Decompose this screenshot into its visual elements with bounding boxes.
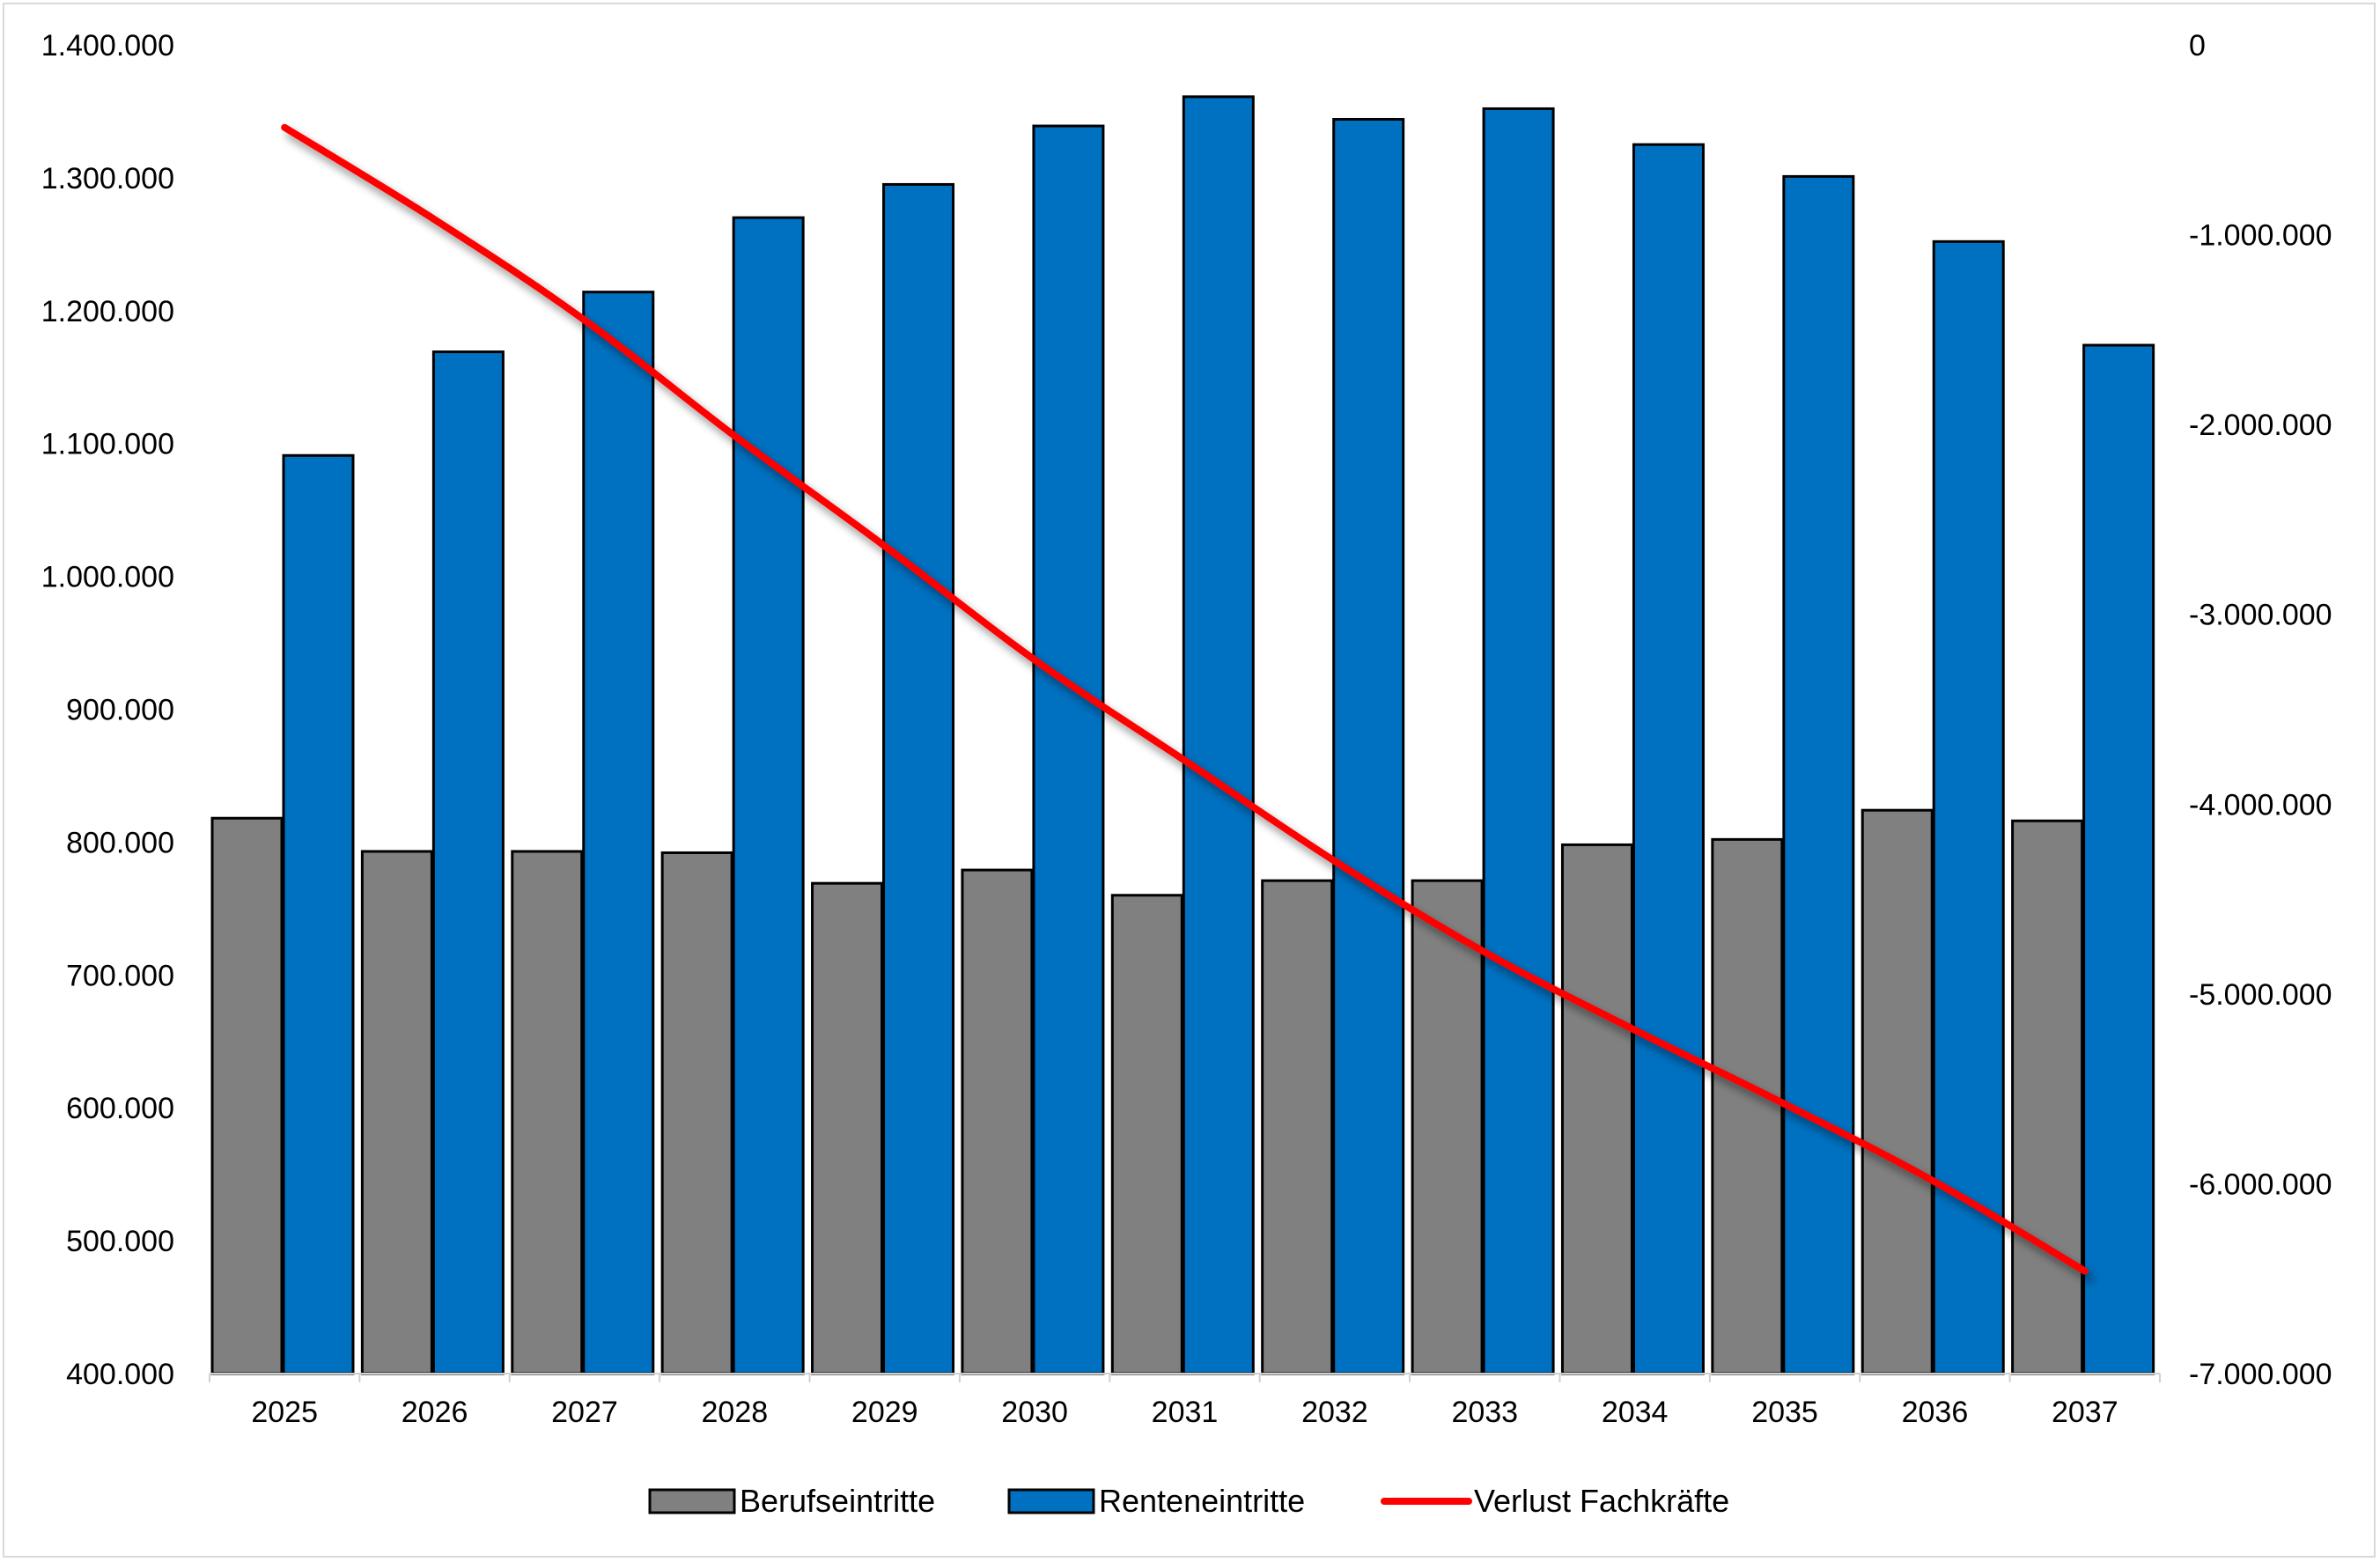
legend-label-berufseintritte: Berufseintritte (740, 1483, 935, 1519)
y-left-tick-label: 1.100.000 (41, 428, 174, 461)
x-tick-label-2034: 2034 (1602, 1396, 1669, 1429)
y-right-tick-label: -1.000.000 (2189, 219, 2332, 253)
bar-berufseintritte-2033 (1411, 879, 1484, 1375)
bar-berufseintritte-2037 (2011, 819, 2084, 1375)
bar-renteneintritte-2025 (282, 453, 355, 1375)
y-left-tick-label: 800.000 (66, 826, 174, 859)
line-verlust-fachkraefte (281, 123, 2089, 1275)
x-tick-label-2036: 2036 (1902, 1396, 1969, 1429)
y-left-tick-label: 1.000.000 (41, 561, 174, 594)
y-right-tick-label: -4.000.000 (2189, 788, 2332, 822)
y-left-tick-label: 600.000 (66, 1092, 174, 1125)
y-left-tick-label: 1.200.000 (41, 295, 174, 328)
x-tick-label-2028: 2028 (702, 1396, 769, 1429)
legend: Berufseintritte Renteneintritte Verlust Fa… (648, 1483, 1729, 1519)
legend-label-verlust-fachkr-fte: Verlust Fachkräfte (1474, 1483, 1729, 1519)
x-tick-label-2025: 2025 (251, 1396, 318, 1429)
legend-label-renteneintritte: Renteneintritte (1099, 1483, 1305, 1519)
x-tick-label-2031: 2031 (1152, 1396, 1219, 1429)
y-right-tick-label: -5.000.000 (2189, 978, 2332, 1012)
bar-renteneintritte-2037 (2082, 343, 2155, 1375)
x-tick-label-2030: 2030 (1001, 1396, 1068, 1429)
line-group (281, 123, 2089, 1275)
bars-group (210, 95, 2155, 1375)
bar-renteneintritte-2032 (1332, 118, 1405, 1375)
bar-renteneintritte-2034 (1632, 143, 1705, 1375)
bar-berufseintritte-2028 (660, 851, 733, 1375)
y-left-tick-label: 400.000 (66, 1358, 174, 1391)
bar-renteneintritte-2027 (582, 291, 655, 1375)
bar-berufseintritte-2030 (961, 868, 1034, 1375)
x-tick-label-2027: 2027 (551, 1396, 618, 1429)
y-left-tick-label: 500.000 (66, 1225, 174, 1258)
y-left-tick-label: 700.000 (66, 959, 174, 992)
bar-renteneintritte-2030 (1032, 124, 1105, 1375)
bar-berufseintritte-2027 (511, 850, 584, 1375)
y-left-tick-label: 1.400.000 (41, 29, 174, 63)
bar-renteneintritte-2028 (732, 216, 805, 1375)
bar-renteneintritte-2035 (1782, 174, 1855, 1375)
bar-berufseintritte-2031 (1110, 894, 1183, 1375)
bar-berufseintritte-2034 (1560, 843, 1633, 1375)
x-tick-label-2035: 2035 (1751, 1396, 1818, 1429)
axes-group: 2025 2026 2027 2028 2029 2030 2031 2032 2033 2034… (41, 29, 2332, 1429)
legend-swatch-renteneintritte (1007, 1488, 1095, 1514)
bar-renteneintritte-2026 (431, 350, 505, 1375)
bar-berufseintritte-2035 (1711, 837, 1784, 1375)
bar-berufseintritte-2029 (811, 881, 884, 1375)
y-right-tick-label: -6.000.000 (2189, 1168, 2332, 1201)
bar-renteneintritte-2029 (882, 182, 955, 1375)
y-left-tick-label: 1.300.000 (41, 162, 174, 195)
bar-renteneintritte-2031 (1182, 95, 1255, 1375)
bar-berufseintritte-2026 (360, 850, 433, 1375)
x-tick-label-2037: 2037 (2052, 1396, 2118, 1429)
y-right-tick-label: -3.000.000 (2189, 599, 2332, 632)
legend-swatch-berufseintritte (648, 1488, 736, 1514)
bar-berufseintritte-2032 (1261, 879, 1334, 1375)
y-left-tick-label: 900.000 (66, 694, 174, 727)
x-tick-label-2026: 2026 (402, 1396, 468, 1429)
bar-berufseintritte-2036 (1861, 808, 1934, 1375)
bar-renteneintritte-2033 (1482, 107, 1555, 1375)
bar-berufseintritte-2025 (210, 816, 284, 1375)
x-tick-label-2029: 2029 (851, 1396, 918, 1429)
y-right-tick-label: -2.000.000 (2189, 409, 2332, 442)
y-right-tick-label: 0 (2189, 29, 2206, 63)
x-tick-label-2033: 2033 (1451, 1396, 1518, 1429)
x-tick-label-2032: 2032 (1301, 1396, 1368, 1429)
y-right-tick-label: -7.000.000 (2189, 1358, 2332, 1391)
